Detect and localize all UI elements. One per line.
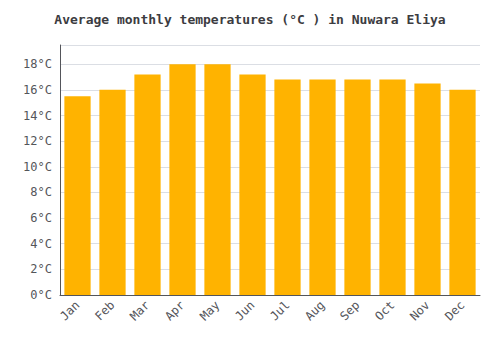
svg-text:Average monthly temperatures (: Average monthly temperatures (°C ) in Nu… xyxy=(54,12,446,27)
svg-text:Feb: Feb xyxy=(92,298,117,323)
svg-text:16°C: 16°C xyxy=(23,83,52,97)
svg-text:2°C: 2°C xyxy=(30,262,52,276)
svg-text:Jun: Jun xyxy=(232,298,257,323)
svg-text:6°C: 6°C xyxy=(30,211,52,225)
svg-text:12°C: 12°C xyxy=(23,134,52,148)
svg-text:18°C: 18°C xyxy=(23,57,52,71)
svg-text:10°C: 10°C xyxy=(23,160,52,174)
svg-text:Aug: Aug xyxy=(302,298,327,323)
svg-text:Sep: Sep xyxy=(337,298,362,323)
svg-text:Mar: Mar xyxy=(127,298,152,323)
svg-text:4°C: 4°C xyxy=(30,237,52,251)
svg-text:0°C: 0°C xyxy=(30,288,52,302)
svg-text:Apr: Apr xyxy=(162,298,187,323)
svg-text:Oct: Oct xyxy=(372,298,397,323)
svg-text:Jul: Jul xyxy=(267,298,292,323)
svg-text:14°C: 14°C xyxy=(23,109,52,123)
svg-text:May: May xyxy=(197,298,222,323)
svg-text:Jan: Jan xyxy=(57,298,82,323)
svg-text:8°C: 8°C xyxy=(30,185,52,199)
svg-text:Nov: Nov xyxy=(407,298,432,323)
svg-text:Dec: Dec xyxy=(442,298,467,323)
